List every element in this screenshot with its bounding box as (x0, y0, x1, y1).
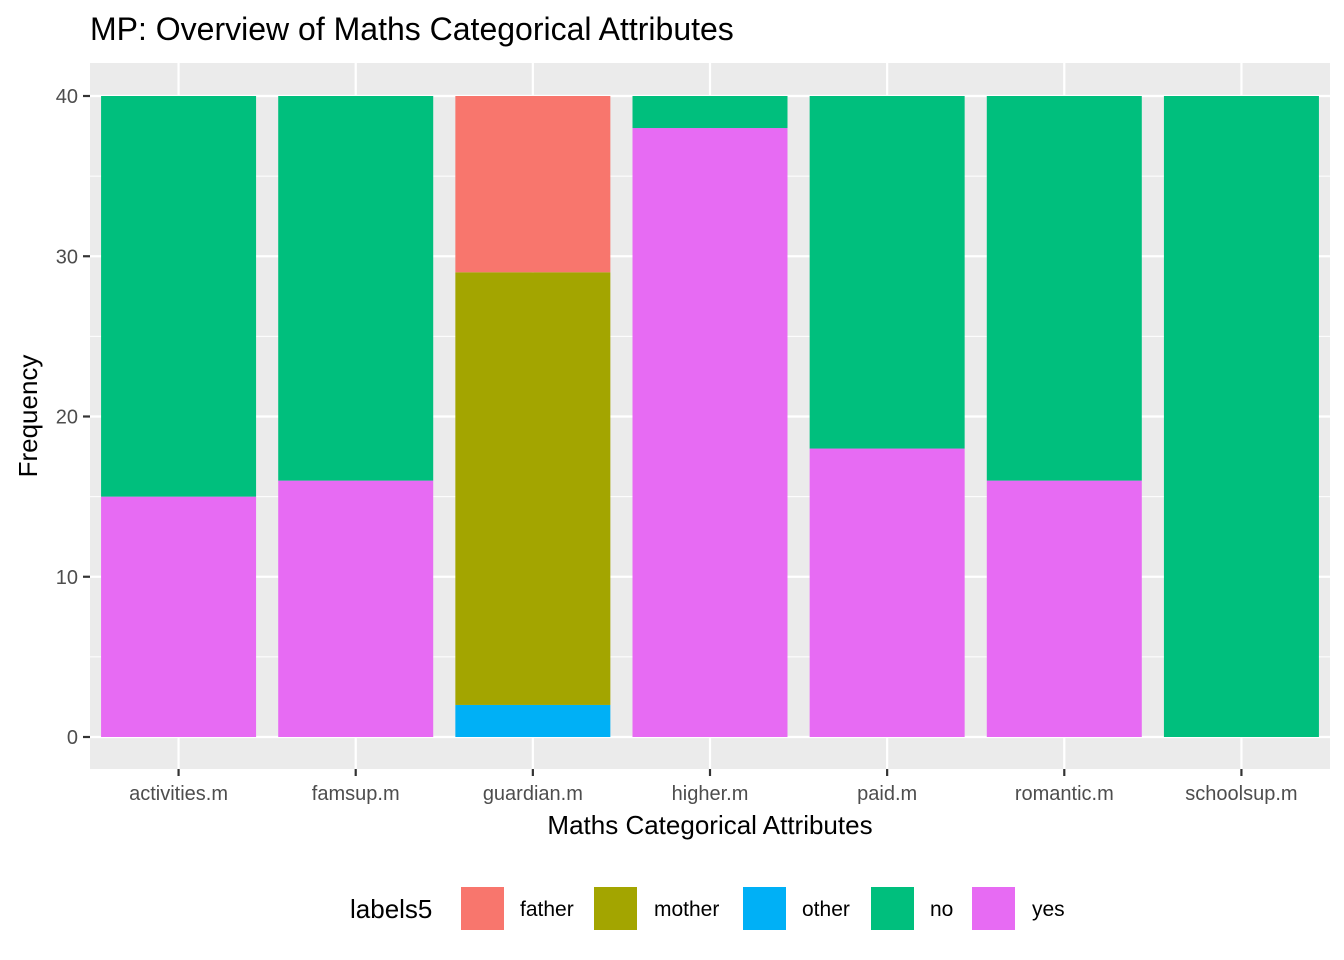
legend-key-mother (594, 887, 637, 930)
legend-key-no (871, 887, 914, 930)
legend-label-mother: mother (654, 898, 719, 921)
y-tick-label: 10 (56, 567, 78, 589)
x-tick-label: romantic.m (1015, 783, 1114, 805)
legend-key-father (461, 887, 504, 930)
y-tick-label: 30 (56, 246, 78, 268)
bar-romantic-m-yes (986, 480, 1142, 737)
chart-title: MP: Overview of Maths Categorical Attrib… (90, 11, 734, 47)
y-tick-label: 0 (67, 727, 78, 749)
legend-label-father: father (520, 898, 574, 921)
x-axis-label: Maths Categorical Attributes (547, 810, 872, 840)
x-tick-label: famsup.m (312, 783, 400, 805)
bar-paid-m-yes (809, 448, 965, 737)
x-tick-label: guardian.m (483, 783, 583, 805)
legend-label-other: other (802, 898, 850, 921)
x-tick-label: schoolsup.m (1185, 783, 1297, 805)
bar-guardian-m-mother (455, 272, 611, 705)
bar-famsup-m-yes (278, 480, 434, 737)
bar-higher-m-yes (632, 128, 788, 738)
legend: labels5 father mother other no yes (350, 887, 1065, 930)
bar-activities-m-no (101, 96, 257, 497)
legend-label-yes: yes (1032, 898, 1065, 921)
bar-higher-m-no (632, 96, 788, 129)
bars (101, 96, 1319, 738)
y-tick-label: 40 (56, 86, 78, 108)
x-tick-label: paid.m (857, 783, 917, 805)
legend-key-yes (972, 887, 1015, 930)
x-tick-label: activities.m (129, 783, 228, 805)
bar-famsup-m-no (278, 96, 434, 481)
y-axis-label: Frequency (13, 355, 43, 478)
y-axis: 0 10 20 30 40 (56, 86, 90, 749)
bar-guardian-m-other (455, 704, 611, 737)
bar-paid-m-no (809, 96, 965, 449)
y-tick-label: 20 (56, 407, 78, 429)
bar-schoolsup-m-no (1163, 96, 1319, 737)
bar-romantic-m-no (986, 96, 1142, 481)
legend-label-no: no (930, 898, 953, 921)
bar-guardian-m-father (455, 96, 611, 273)
legend-title: labels5 (350, 894, 432, 924)
x-axis: activities.m famsup.m guardian.m higher.m pa… (129, 769, 1298, 805)
x-tick-label: higher.m (672, 783, 749, 805)
legend-key-other (743, 887, 786, 930)
bar-activities-m-yes (101, 496, 257, 737)
